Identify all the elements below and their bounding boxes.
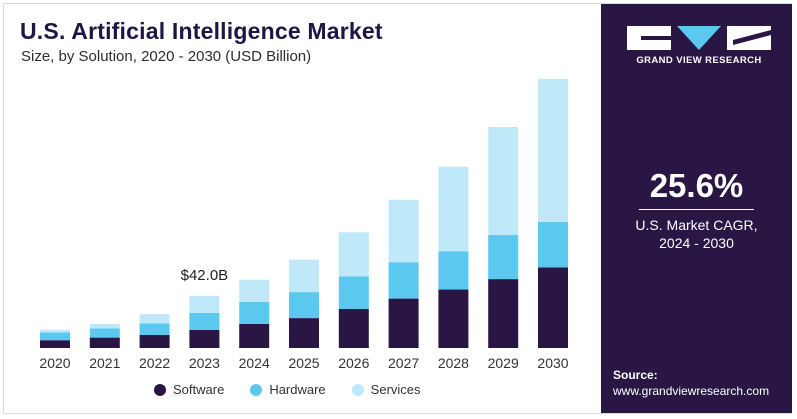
data-label-2023: $42.0B <box>181 267 229 284</box>
chart-panel: U.S. Artificial Intelligence Market Size… <box>4 4 601 413</box>
source-title: Source: <box>613 368 658 382</box>
bar-services-2029 <box>488 127 519 235</box>
bar-services-2021 <box>89 323 120 329</box>
x-tick-label-2023: 2023 <box>189 355 220 371</box>
bar-hardware-2028 <box>438 251 469 290</box>
cagr-label: U.S. Market CAGR, 2024 - 2030 <box>601 216 792 252</box>
legend-swatch-hardware <box>250 383 263 396</box>
x-tick-label-2022: 2022 <box>139 355 170 371</box>
annotations: $42.0B <box>181 267 229 284</box>
bar-hardware-2021 <box>89 328 120 338</box>
bar-software-2021 <box>89 337 120 348</box>
bar-software-2026 <box>338 309 369 348</box>
bar-software-2030 <box>538 267 568 348</box>
logo-text: GRAND VIEW RESEARCH <box>636 55 762 66</box>
cagr-label-line2: 2024 - 2030 <box>659 235 734 251</box>
bar-software-2023 <box>189 329 220 348</box>
source-url[interactable]: www.grandviewresearch.com <box>613 384 770 398</box>
legend-label-hardware: Hardware <box>269 382 326 397</box>
legend-label-services: Services <box>370 382 421 397</box>
x-tick-label-2025: 2025 <box>288 355 319 371</box>
bar-services-2025 <box>289 259 319 293</box>
bar-software-2025 <box>289 318 319 348</box>
bar-services-2027 <box>388 199 419 263</box>
x-tick-label-2028: 2028 <box>438 355 469 371</box>
x-tick-label-2024: 2024 <box>239 355 270 371</box>
x-tick-label-2027: 2027 <box>388 355 419 371</box>
legend-item-services: Services <box>351 382 421 397</box>
x-tick-label-2020: 2020 <box>39 355 70 371</box>
legend-swatch-services <box>351 383 364 396</box>
bar-hardware-2022 <box>139 323 170 335</box>
legend-item-hardware: Hardware <box>250 382 326 397</box>
chart-subtitle: Size, by Solution, 2020 - 2030 (USD Bill… <box>21 48 312 65</box>
bar-hardware-2023 <box>189 312 220 330</box>
bar-software-2024 <box>239 323 270 348</box>
bar-software-2022 <box>139 335 170 348</box>
bar-hardware-2024 <box>239 301 270 324</box>
cagr-divider <box>639 209 754 210</box>
legend-item-software: Software <box>154 382 224 397</box>
bar-services-2030 <box>538 78 568 222</box>
x-axis-labels: 2020 2021 2022 2023 2024 2025 2026 2027 2028 2029… <box>39 355 568 371</box>
bar-software-2029 <box>488 279 519 348</box>
chart-title: U.S. Artificial Intelligence Market <box>20 18 383 44</box>
legend: Software Hardware Services <box>154 382 421 397</box>
bar-hardware-2020 <box>40 332 70 341</box>
bar-services-2026 <box>338 232 369 277</box>
cagr-value: 25.6% <box>649 167 744 204</box>
bar-chart: 2020 2021 2022 2023 2024 2025 2026 2027 2028 2029… <box>39 78 569 371</box>
bar-hardware-2025 <box>289 292 319 319</box>
bar-services-2023 <box>189 296 220 313</box>
cagr-label-line1: U.S. Market CAGR, <box>635 217 758 233</box>
x-tick-label-2021: 2021 <box>89 355 120 371</box>
x-tick-label-2030: 2030 <box>537 355 568 371</box>
bar-hardware-2027 <box>388 262 419 299</box>
legend-label-software: Software <box>173 382 225 397</box>
x-tick-label-2029: 2029 <box>488 355 519 371</box>
bar-software-2028 <box>438 289 469 348</box>
legend-swatch-software <box>154 383 166 396</box>
bar-services-2020 <box>40 329 70 333</box>
bar-group <box>40 78 568 348</box>
bar-services-2024 <box>239 279 270 302</box>
bar-software-2027 <box>388 298 419 348</box>
bar-services-2028 <box>438 166 469 252</box>
brand-logo: GRAND VIEW RESEARCH <box>627 26 771 66</box>
bar-hardware-2029 <box>488 234 519 280</box>
logo-icon <box>627 26 771 50</box>
bar-services-2022 <box>139 314 170 324</box>
bar-software-2020 <box>40 340 70 348</box>
info-sidebar: GRAND VIEW RESEARCH 25.6% U.S. Market CA… <box>601 4 792 413</box>
x-tick-label-2026: 2026 <box>338 355 369 371</box>
bar-hardware-2026 <box>338 276 369 309</box>
bar-hardware-2030 <box>538 221 568 268</box>
